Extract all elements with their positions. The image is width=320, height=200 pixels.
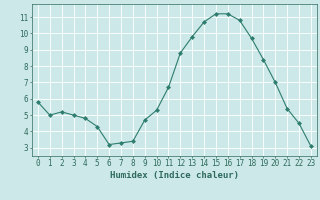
X-axis label: Humidex (Indice chaleur): Humidex (Indice chaleur) — [110, 171, 239, 180]
